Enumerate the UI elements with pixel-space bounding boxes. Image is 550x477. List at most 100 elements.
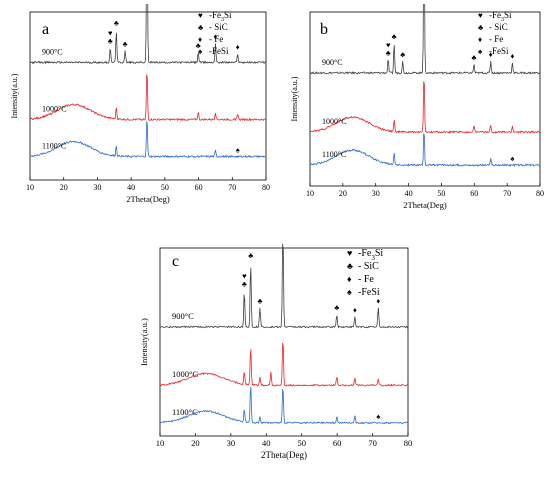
legend-symbol: ♥ [198,11,203,20]
series-label: 1000°C [42,105,67,114]
xrd-panel-a: 10 20 30 40 50 60 70 80 2Theta(Deg) Intensity(a.u… [4,0,272,212]
y-axis-label: Intensity(a.u.) [10,73,19,118]
series-line [29,121,267,159]
xrd-panel-c: 10 20 30 40 50 60 70 80 2Theta(Deg) Intensity(a.u… [126,218,416,472]
plot-frame [159,247,409,437]
x-tick-label: 80 [262,183,270,192]
series-line [159,243,409,329]
legend-label: - SiC [489,22,508,32]
series-label: 900°C [322,58,343,67]
legend-label: - SiC [209,22,228,32]
phase-marker: ♣ [400,50,405,59]
legend-symbol: ♣ [347,261,353,271]
x-tick-label: 80 [404,438,413,448]
panel-label: a [42,21,49,38]
legend-label: -FeSi [209,46,229,56]
legend-label: -FeSi [489,46,509,56]
x-tick-label: 30 [227,438,236,448]
legend-label: - Fe [489,34,503,44]
legend-label: -Fe3Si [489,10,512,23]
legend-symbol: ♦ [478,35,482,44]
x-tick-label: 10 [306,189,314,198]
legend-symbol: ♣ [478,23,484,32]
phase-marker: ♣ [242,280,247,289]
phase-marker: ♦ [214,32,218,41]
legend-symbol: ♦ [198,35,202,44]
x-tick-label: 10 [156,438,165,448]
x-tick-label: 70 [368,438,377,448]
legend-symbol: ♥ [478,11,483,20]
phase-marker: ♦ [236,42,240,51]
x-axis-label: 2Theta(Deg) [261,450,307,460]
series-line [309,81,541,134]
series-line [159,342,409,387]
series-label: 900°C [42,47,63,56]
phase-marker: ♣ [392,32,397,41]
series-label: 900°C [172,311,194,321]
legend-symbol: ♣ [198,23,204,32]
phase-marker: ♦ [376,296,380,305]
legend-symbol: ♥ [347,248,352,258]
x-tick-label: 30 [372,189,380,198]
x-axis-label: 2Theta(Deg) [403,200,447,210]
x-tick-label: 40 [405,189,413,198]
series-label: 1100°C [42,141,66,150]
series-label: 1100°C [322,150,346,159]
phase-marker: ♣ [386,48,391,57]
series-line [310,0,541,75]
x-axis-label: 2Theta(Deg) [126,194,170,204]
legend-label: -Fe3Si [209,10,232,23]
series-line [160,386,409,425]
phase-marker: ♥ [242,272,247,281]
xrd-panel-b: 10 20 30 40 50 60 70 80 2Theta(Deg) Intensity(a.u… [284,0,546,218]
legend-symbol: ♠ [478,47,483,56]
x-tick-label: 20 [339,189,347,198]
series-label: 1000°C [172,369,198,379]
phase-marker: ♣ [114,18,119,27]
series-label: 1000°C [322,117,347,126]
x-tick-label: 40 [127,183,135,192]
x-tick-label: 60 [333,438,342,448]
legend-symbol: ♦ [347,274,352,284]
phase-marker: ♦ [489,50,493,59]
series-line [30,0,267,65]
y-axis-label: Intensity(a.u.) [290,76,299,121]
phase-marker: ♦ [510,51,514,60]
phase-marker: ♠ [510,154,514,163]
phase-marker: ♣ [108,36,113,45]
phase-marker: ♠ [376,412,380,421]
phase-marker: ♦ [353,306,357,315]
x-tick-label: 20 [191,438,200,448]
phase-marker: ♣ [471,53,476,62]
x-tick-label: 50 [297,438,306,448]
phase-marker: ♥ [108,28,113,37]
x-tick-label: 80 [536,189,544,198]
x-tick-label: 50 [437,189,445,198]
x-tick-label: 20 [60,183,68,192]
x-tick-label: 30 [93,183,101,192]
legend-label: - SiC [358,261,379,272]
x-tick-label: 60 [195,183,203,192]
x-tick-label: 10 [26,183,34,192]
x-tick-label: 70 [503,189,511,198]
phase-marker: ♣ [257,296,262,305]
panel-label: c [172,253,179,270]
xrd-chart-svg: 10 20 30 40 50 60 70 80 2Theta(Deg) Intensity(a.u… [139,218,413,460]
series-line [29,74,267,122]
xrd-chart-svg: 10 20 30 40 50 60 70 80 2Theta(Deg) Intensity(a.u… [10,0,270,204]
phase-marker: ♣ [196,41,201,50]
panel-label: b [320,21,328,38]
phase-marker: ♥ [386,40,391,49]
phase-marker: ♣ [123,39,128,48]
xrd-chart-svg: 10 20 30 40 50 60 70 80 2Theta(Deg) Intensity(a.u… [290,0,544,210]
series-line [310,133,541,168]
phase-marker: ♣ [334,303,339,312]
legend-symbol: ♠ [347,287,352,297]
legend-label: - Fe [358,274,374,285]
x-tick-label: 50 [161,183,169,192]
x-tick-label: 70 [228,183,236,192]
phase-marker: ♣ [248,251,253,260]
x-tick-label: 60 [470,189,478,198]
phase-marker: ♠ [236,145,240,154]
x-tick-label: 40 [262,438,271,448]
